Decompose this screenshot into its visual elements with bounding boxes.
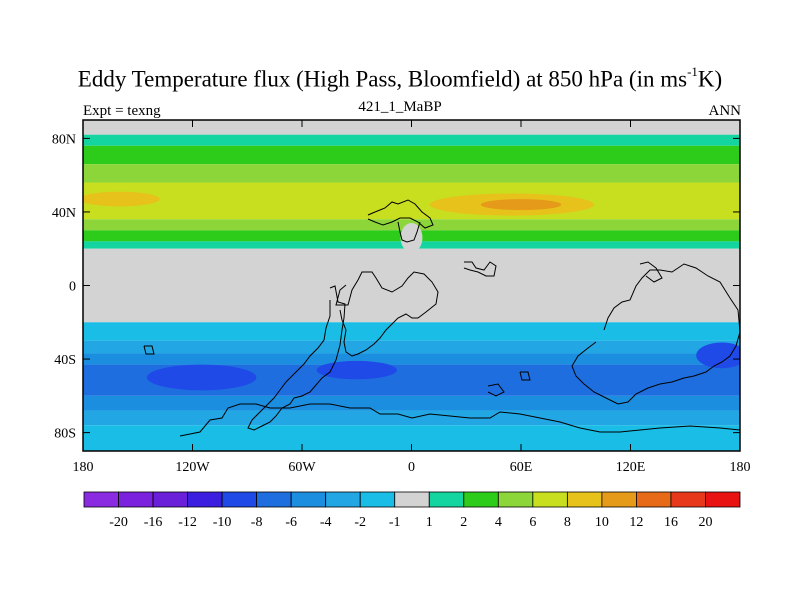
colorbar-label-10: 2 bbox=[460, 515, 467, 530]
colorbar-label-13: 8 bbox=[564, 515, 571, 530]
colorbar-label-5: -6 bbox=[285, 515, 297, 530]
colorbar-box-6 bbox=[290, 491, 327, 508]
colorbar-box-1 bbox=[118, 491, 154, 508]
patch-3 bbox=[146, 364, 257, 391]
band-11 bbox=[83, 353, 740, 365]
colorbar-box-13 bbox=[532, 491, 568, 508]
colorbar-box-5 bbox=[256, 491, 292, 508]
colorbar-box-8 bbox=[359, 491, 396, 508]
x-tick-label-6: 180 bbox=[730, 460, 751, 475]
chart-title: Eddy Temperature flux (High Pass, Bloomf… bbox=[0, 64, 800, 93]
patch-1 bbox=[480, 199, 562, 211]
y-tick-label-1: 40N bbox=[52, 206, 76, 221]
x-tick-label-4: 60E bbox=[510, 460, 533, 475]
band-8 bbox=[83, 248, 740, 323]
colorbar-label-0: -20 bbox=[109, 515, 128, 530]
flux-field bbox=[83, 120, 740, 451]
colorbar-label-1: -16 bbox=[144, 515, 163, 530]
colorbar-label-14: 10 bbox=[595, 515, 609, 530]
band-9 bbox=[83, 322, 740, 341]
coast-islands bbox=[463, 261, 497, 277]
x-tick-label-0: 180 bbox=[73, 460, 94, 475]
colorbar: -20 -16 -12 -10 -8 -6 -4 -2 -1 1 2 4 6 8 10 12 16 20 bbox=[83, 491, 741, 530]
patch-5 bbox=[696, 342, 740, 369]
coast-islands-5 bbox=[519, 371, 531, 381]
coast-north-africa bbox=[397, 221, 421, 243]
band-2 bbox=[83, 145, 740, 165]
coast-australia bbox=[571, 263, 740, 405]
colorbar-box-17 bbox=[670, 491, 706, 508]
colorbar-label-7: -2 bbox=[354, 515, 366, 530]
coast-america bbox=[247, 285, 346, 431]
colorbar-label-4: -8 bbox=[251, 515, 263, 530]
colorbar-box-15 bbox=[601, 491, 637, 508]
chart-title-end: K) bbox=[697, 66, 723, 92]
colorbar-label-9: 1 bbox=[426, 515, 433, 530]
coast-africa bbox=[335, 271, 439, 357]
coast-europe-asia bbox=[367, 199, 434, 229]
coast-islands-3 bbox=[143, 345, 155, 355]
axes: 180 120W 60W 0 60E 120E 180 80N 40N 0 40S 80S bbox=[52, 120, 751, 475]
x-tick-label-5: 120E bbox=[616, 460, 646, 475]
coast-islands-4 bbox=[487, 383, 505, 397]
colorbar-box-9 bbox=[394, 491, 430, 508]
colorbar-label-8: -1 bbox=[389, 515, 401, 530]
colorbar-box-11 bbox=[463, 491, 499, 508]
chart-title-superscript: -1 bbox=[687, 64, 698, 79]
run-label: 421_1_MaBP bbox=[358, 99, 442, 115]
band-1 bbox=[83, 134, 740, 146]
colorbar-label-6: -4 bbox=[320, 515, 332, 530]
colorbar-box-2 bbox=[152, 491, 188, 508]
coastline bbox=[143, 199, 740, 437]
colorbar-label-17: 20 bbox=[698, 515, 712, 530]
colorbar-label-12: 6 bbox=[529, 515, 536, 530]
chart-title-main: Eddy Temperature flux (High Pass, Bloomf… bbox=[77, 66, 688, 92]
colorbar-box-12 bbox=[497, 491, 534, 508]
colorbar-label-16: 16 bbox=[664, 515, 678, 530]
patch-2 bbox=[83, 191, 160, 207]
y-tick-label-2: 0 bbox=[69, 280, 76, 295]
coast-antarctica bbox=[179, 403, 740, 437]
x-tick-label-1: 120W bbox=[175, 460, 210, 475]
band-13 bbox=[83, 395, 740, 411]
season-label: ANN bbox=[708, 103, 742, 119]
colorbar-box-7 bbox=[325, 491, 361, 508]
y-tick-label-4: 80S bbox=[54, 427, 76, 442]
x-tick-label-2: 60W bbox=[288, 460, 316, 475]
colorbar-box-3 bbox=[187, 491, 223, 508]
colorbar-label-3: -10 bbox=[213, 515, 232, 530]
colorbar-box-0 bbox=[83, 491, 119, 508]
y-tick-label-3: 40S bbox=[54, 353, 76, 368]
band-10 bbox=[83, 340, 740, 354]
colorbar-label-11: 4 bbox=[495, 515, 502, 530]
band-4 bbox=[83, 182, 740, 220]
coast-islands-2 bbox=[639, 261, 663, 283]
experiment-label: Expt = texng bbox=[83, 103, 161, 119]
band-3 bbox=[83, 164, 740, 183]
colorbar-box-4 bbox=[221, 491, 258, 508]
colorbar-label-2: -12 bbox=[178, 515, 197, 530]
colorbar-box-14 bbox=[566, 491, 603, 508]
band-0 bbox=[83, 120, 740, 135]
colorbar-box-10 bbox=[428, 491, 465, 508]
colorbar-label-15: 12 bbox=[629, 515, 643, 530]
x-tick-label-3: 0 bbox=[408, 460, 415, 475]
patch-6 bbox=[400, 222, 423, 253]
patch-4 bbox=[316, 360, 397, 380]
colorbar-box-16 bbox=[636, 491, 672, 508]
colorbar-box-18 bbox=[705, 491, 741, 508]
y-tick-label-0: 80N bbox=[52, 132, 76, 147]
